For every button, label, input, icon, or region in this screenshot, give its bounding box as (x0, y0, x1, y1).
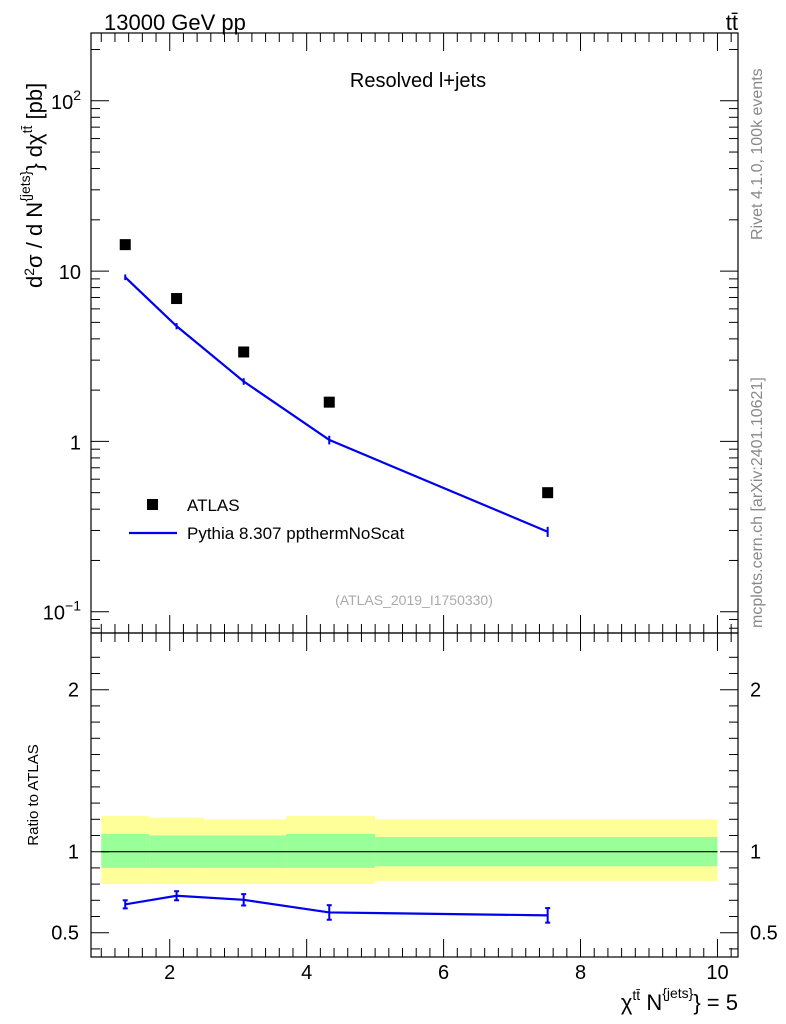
ratio-y-tick-label: 1 (68, 842, 79, 864)
ratio-data-layer (101, 816, 718, 924)
ratio-frame (90, 632, 739, 958)
main-y-tick-label: 10−1 (43, 598, 81, 625)
ratio-band-green (101, 833, 150, 868)
ratio-line (125, 894, 548, 917)
ratio-x-axis: 2 4 6 8 10 (100, 633, 732, 984)
atlas-data-point (119, 239, 131, 251)
main-y-label: d2σ / d N{jets}} dχtt̄ [pb] (17, 83, 47, 288)
atlas-data-point (171, 293, 183, 305)
main-y-axis: 10−1 1 10 102 (43, 49, 738, 629)
ratio-y-tick-label-right: 2 (750, 680, 761, 702)
legend-atlas-marker (147, 499, 158, 510)
main-x-ticks (100, 33, 732, 633)
energy-label: 13000 GeV pp (104, 10, 246, 35)
x-tick-label: 4 (301, 962, 312, 984)
x-tick-label: 2 (164, 962, 175, 984)
ratio-band-green (286, 833, 376, 868)
legend-pythia-label: Pythia 8.307 ppthermNoScat (187, 524, 405, 543)
ratio-y-tick-label: 2 (68, 680, 79, 702)
x-tick-label: 8 (575, 962, 586, 984)
atlas-data-point (238, 346, 250, 358)
main-y-tick-label: 102 (51, 87, 81, 114)
x-tick-label: 6 (438, 962, 449, 984)
main-frame (90, 32, 739, 634)
atlas-data-point (542, 487, 554, 499)
legend: ATLAS Pythia 8.307 ppthermNoScat (129, 496, 405, 543)
plot-title: Resolved l+jets (350, 70, 486, 92)
pythia-line (124, 276, 549, 533)
ratio-y-tick-label-right: 0.5 (750, 923, 778, 945)
main-data-layer (119, 239, 554, 537)
ratio-y-tick-label-right: 1 (750, 842, 761, 864)
mcplots-label: mcplots.cern.ch [arXiv:2401.10621] (749, 377, 766, 628)
main-panel: 10−1 1 10 102 Resolved l+jets (ATLAS_2019_I… (17, 32, 739, 634)
atlas-data-point (323, 396, 335, 408)
process-label: tt̄ (726, 10, 738, 35)
main-y-tick-label: 1 (70, 432, 81, 454)
main-y-tick-label: 10 (59, 262, 81, 284)
ratio-y-label: Ratio to ATLAS (25, 744, 42, 845)
ratio-y-axis: 0.5 0.5 1 1 2 2 (51, 656, 778, 950)
rivet-label: Rivet 4.1.0, 100k events (749, 68, 766, 240)
ratio-y-tick-label: 0.5 (51, 923, 79, 945)
x-tick-label: 10 (706, 962, 728, 984)
ratio-panel: 0.5 0.5 1 1 2 2 2 4 6 8 10 Ratio to ATLAS χtt̄ N{… (25, 632, 778, 1015)
analysis-tag: (ATLAS_2019_I1750330) (335, 592, 493, 608)
legend-atlas-label: ATLAS (187, 496, 240, 515)
x-axis-label: χtt̄ N{jets}} = 5 (621, 985, 738, 1015)
